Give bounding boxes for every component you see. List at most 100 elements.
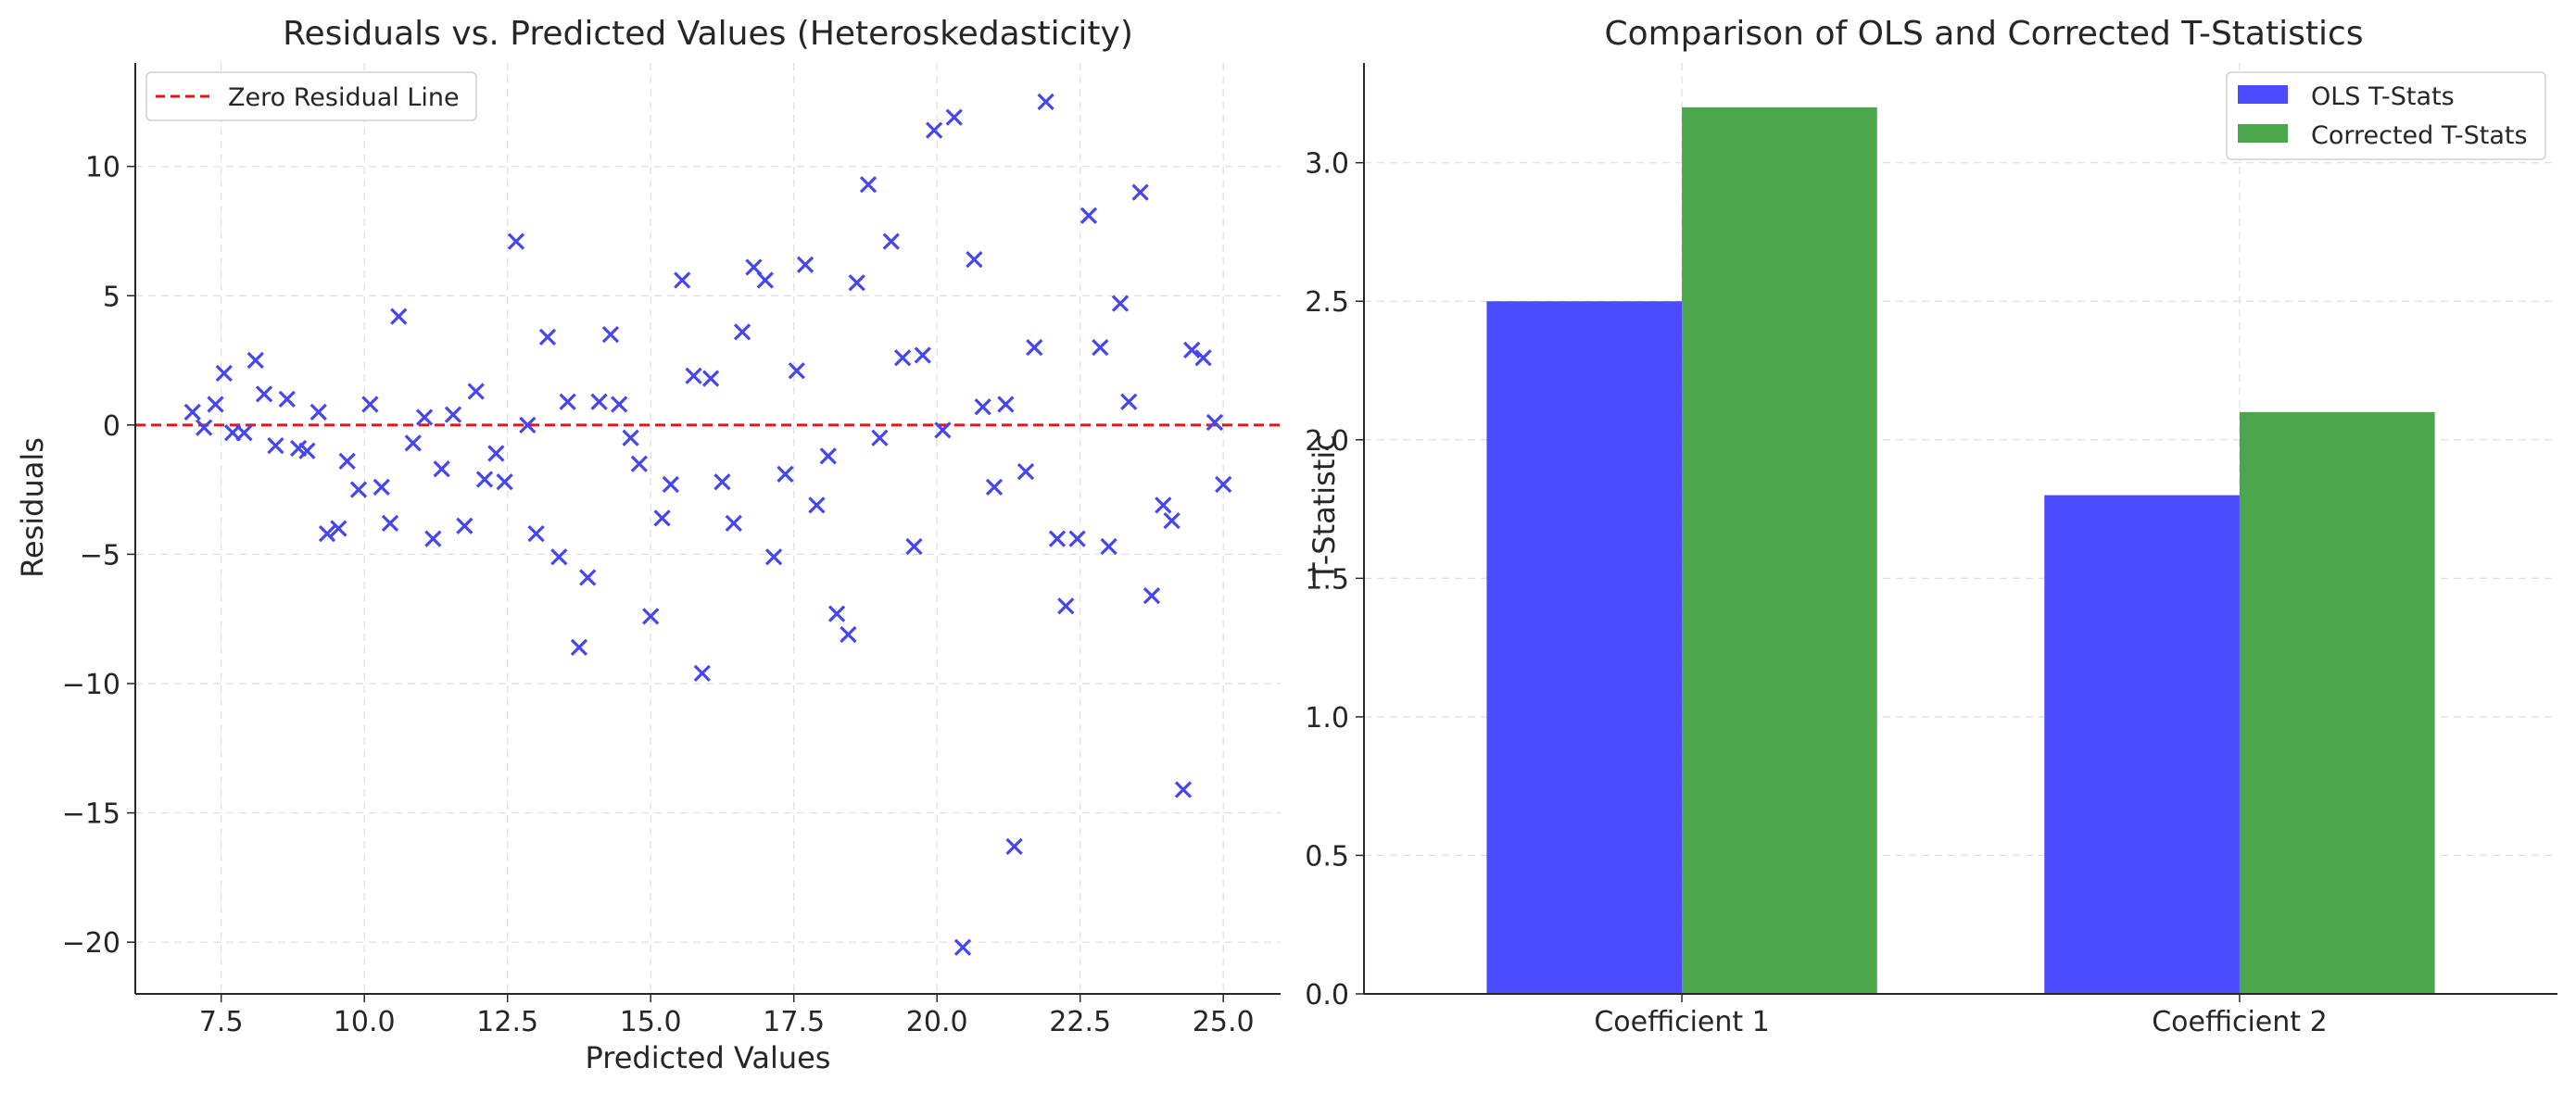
scatter-point: [997, 396, 1015, 413]
scatter-point: [1080, 207, 1098, 224]
scatter-point: [925, 121, 943, 139]
scatter-point: [1183, 341, 1201, 359]
bar-y-tick-label: 0.0: [1305, 979, 1349, 1011]
scatter-point: [519, 416, 537, 433]
scatter-point: [196, 419, 213, 436]
scatter-point: [756, 271, 774, 289]
scatter-point: [1131, 183, 1149, 201]
scatter-point: [693, 664, 711, 682]
scatter-point: [318, 524, 336, 543]
scatter-point: [788, 362, 805, 380]
scatter-y-tick-label: 10: [85, 152, 120, 184]
scatter-x-tick-label: 20.0: [906, 1006, 968, 1038]
scatter-point-stroke: [338, 452, 356, 471]
bar-ticks: 0.0 0.5 1.0 1.5 2.0 2.5 3.0 Coefficient 1 Coeffi…: [1305, 148, 2327, 1038]
scatter-point-stroke: [622, 429, 639, 446]
scatter-y-axis-label: Residuals: [15, 437, 50, 578]
scatter-point-stroke: [1111, 295, 1130, 312]
scatter-point-stroke: [475, 471, 494, 488]
scatter-point-stroke: [974, 398, 991, 416]
scatter-point-stroke: [183, 403, 201, 421]
scatter-point: [183, 403, 201, 421]
scatter-point-stroke: [788, 362, 805, 380]
scatter-point: [1017, 462, 1035, 481]
scatter-x-tick-label: 12.5: [476, 1006, 538, 1038]
scatter-point-stroke: [1206, 413, 1224, 432]
scatter-point: [255, 385, 273, 403]
scatter-point-stroke: [905, 537, 923, 556]
scatter-point-stroke: [207, 396, 224, 413]
scatter-point-stroke: [1026, 338, 1043, 357]
scatter-point: [893, 349, 912, 367]
scatter-point-stroke: [674, 271, 691, 289]
scatter-title: Residuals vs. Predicted Values (Heterosk…: [283, 15, 1133, 53]
scatter-point: [1005, 837, 1023, 856]
bar-ols: [2044, 495, 2240, 994]
scatter-point-stroke: [745, 258, 763, 276]
scatter-axes: [134, 63, 1281, 995]
scatter-point: [361, 396, 379, 413]
scatter-point-stroke: [424, 530, 442, 547]
legend-ols-swatch: [2238, 85, 2288, 104]
scatter-point: [882, 232, 900, 250]
scatter-point: [819, 447, 837, 465]
scatter-point: [974, 398, 991, 416]
scatter-point: [653, 509, 671, 527]
scatter-point-stroke: [1017, 462, 1035, 481]
scatter-point-stroke: [808, 496, 826, 514]
scatter-point-stroke: [390, 308, 408, 325]
scatter-point-stroke: [713, 473, 731, 491]
scatter-point: [475, 471, 494, 488]
scatter-point: [662, 475, 679, 494]
scatter-point-stroke: [1037, 93, 1054, 111]
scatter-point: [278, 390, 296, 408]
scatter-point-stroke: [1155, 496, 1172, 514]
bar-bars: [1486, 107, 2435, 995]
scatter-point: [859, 176, 878, 194]
scatter-point: [433, 460, 450, 478]
scatter-point-stroke: [642, 608, 660, 625]
scatter-point-stroke: [289, 439, 308, 458]
scatter-x-tick-label: 25.0: [1193, 1006, 1255, 1038]
bar-legend-box: [2226, 71, 2546, 160]
scatter-point: [527, 524, 545, 543]
scatter-point: [1100, 537, 1118, 556]
scatter-point: [914, 346, 931, 364]
scatter-point-stroke: [1092, 338, 1109, 357]
scatter-point-stroke: [570, 638, 588, 657]
scatter-point: [559, 393, 576, 410]
scatter-point: [246, 351, 264, 370]
scatter-point: [349, 481, 368, 498]
scatter-point-stroke: [1120, 393, 1138, 410]
scatter-point: [467, 383, 485, 400]
scatter-point: [381, 514, 399, 533]
scatter-ticks: 7.5 10.0 12.5 15.0 17.5 20.0 22.5 25.0 −20 −15 −10…: [62, 152, 1255, 1038]
scatter-point-stroke: [1068, 530, 1086, 547]
scatter-point: [538, 328, 557, 346]
scatter-point: [424, 530, 442, 547]
scatter-x-tick-label: 15.0: [620, 1006, 682, 1038]
scatter-point: [1092, 338, 1109, 357]
scatter-point-stroke: [1080, 207, 1098, 224]
scatter-point: [685, 367, 702, 384]
scatter-point-stroke: [456, 517, 474, 534]
scatter-point: [570, 638, 588, 657]
scatter-point-stroke: [538, 328, 557, 346]
bar-y-tick-label: 2.5: [1305, 286, 1349, 319]
scatter-point: [701, 370, 720, 387]
scatter-point-stroke: [997, 396, 1015, 413]
scatter-point: [235, 424, 253, 442]
bar-y-tick-label: 2.0: [1305, 425, 1349, 458]
scatter-y-tick-label: −15: [62, 798, 120, 831]
scatter-point: [507, 232, 525, 250]
scatter-y-tick-label: −5: [80, 539, 120, 572]
scatter-y-tick-label: 0: [103, 410, 120, 443]
scatter-x-tick-label: 22.5: [1049, 1006, 1111, 1038]
scatter-point-stroke: [318, 524, 336, 543]
scatter-point: [309, 403, 327, 421]
scatter-point: [733, 323, 751, 341]
scatter-point-stroke: [467, 383, 485, 400]
scatter-point-stroke: [590, 393, 608, 410]
scatter-point-stroke: [1174, 781, 1193, 798]
